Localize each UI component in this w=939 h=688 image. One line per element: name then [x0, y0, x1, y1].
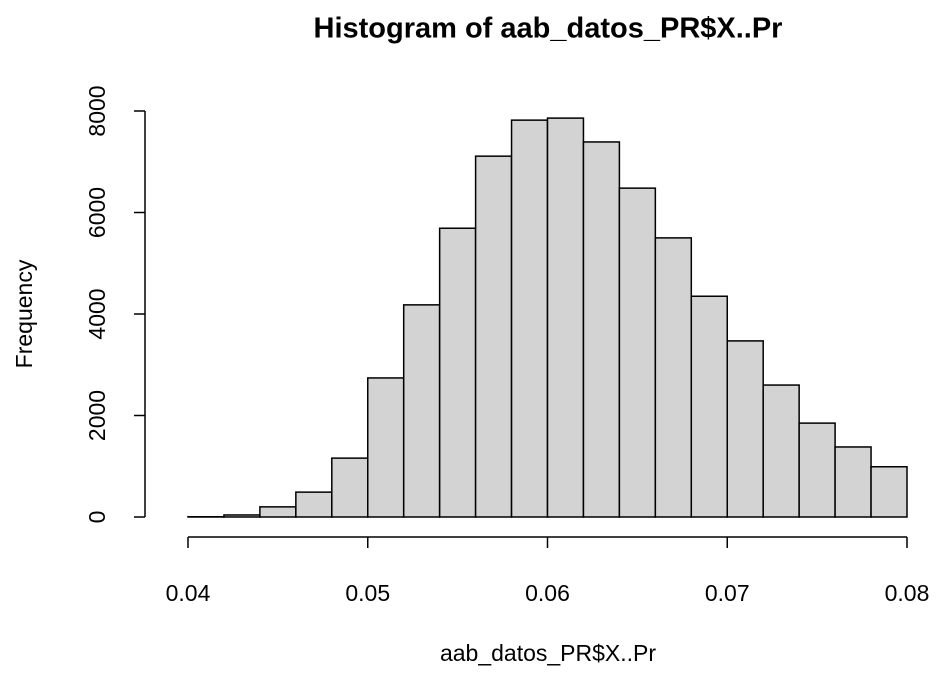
bar	[762, 384, 800, 518]
bar	[834, 446, 872, 518]
bar	[618, 187, 657, 518]
bar	[331, 457, 369, 518]
y-tick-label: 4000	[84, 288, 110, 339]
bar	[798, 422, 836, 518]
bar	[870, 466, 908, 518]
y-tick-label: 6000	[84, 187, 110, 238]
bar	[690, 295, 728, 518]
bar	[654, 237, 693, 518]
bar	[295, 491, 333, 518]
y-axis-label: Frequency	[11, 259, 37, 368]
bar	[259, 506, 297, 518]
bar	[474, 155, 513, 518]
y-tick-label: 8000	[84, 85, 110, 136]
bar	[546, 117, 585, 518]
x-tick-label: 0.05	[345, 580, 390, 606]
x-tick-label: 0.04	[166, 580, 211, 606]
bar	[223, 514, 261, 518]
x-axis-label: aab_datos_PR$X..Pr	[440, 640, 656, 666]
bar	[510, 119, 549, 518]
bar	[367, 377, 405, 518]
bar	[402, 304, 441, 518]
x-tick-label: 0.07	[705, 580, 750, 606]
bar	[726, 340, 764, 518]
chart-title: Histogram of aab_datos_PR$X..Pr	[314, 13, 783, 45]
bar	[438, 227, 477, 518]
bar	[582, 141, 621, 518]
x-tick-label: 0.08	[885, 580, 930, 606]
y-tick-label: 0	[84, 511, 110, 524]
y-tick-label: 2000	[84, 390, 110, 441]
x-tick-label: 0.06	[525, 580, 570, 606]
